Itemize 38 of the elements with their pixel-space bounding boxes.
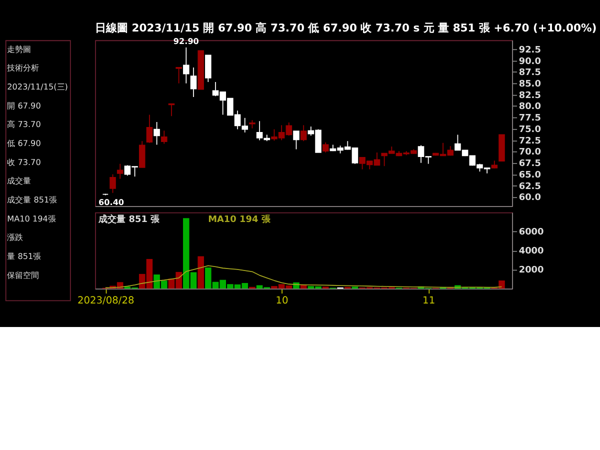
y-tick-label: 85.0: [518, 80, 541, 90]
y-tick-label: 60.0: [518, 193, 541, 204]
y-tick-label: 4000: [518, 246, 544, 257]
text: MA10 194 張: [208, 214, 272, 226]
y-tick-label: 65.0: [518, 170, 541, 180]
text: 技術分析: [6, 64, 40, 73]
text: 走勢圖: [7, 44, 32, 54]
y-tick-label: 67.5: [518, 159, 541, 170]
text: 漲跌: [7, 233, 24, 242]
y-tick-label: 72.5: [518, 136, 541, 146]
y-tick-label: 75.0: [518, 124, 541, 135]
y-tick-label: 77.5: [518, 114, 541, 124]
annotation: 成交量 851 張: [98, 214, 161, 226]
y-tick-label: 82.5: [518, 90, 541, 101]
x-tick-label: 11: [422, 295, 436, 306]
y-tick-label: 80.0: [518, 102, 541, 112]
y-tick-label: 70.0: [518, 148, 541, 158]
text: 量 851張: [7, 252, 42, 262]
text: 2023/11/15(三): [7, 82, 68, 92]
y-tick-label: 2000: [518, 266, 544, 276]
y-tick-label: 62.5: [518, 182, 541, 192]
y-tick-label: 90.0: [518, 56, 541, 67]
x-tick-label: 10: [276, 295, 288, 306]
text: 收 73.70: [7, 158, 41, 167]
y-tick-label: 92.5: [518, 45, 541, 56]
text: MA10 194張: [7, 214, 56, 224]
text: 成交量: [7, 176, 32, 186]
text: 低 67.90: [7, 139, 41, 148]
text: 保留空間: [7, 270, 40, 280]
text: 開 67.90: [7, 101, 41, 110]
chart-title: 日線圖 2023/11/15 開 67.90 高 73.70 低 67.90 收 73.70 s 元 量 851 張 +6.70 (+10.00%): [95, 21, 597, 34]
y-tick-label: 87.5: [518, 68, 541, 78]
text: 高 73.70: [7, 120, 41, 130]
x-tick-label: 2023/08/28: [77, 295, 134, 306]
annotation: 92.90: [173, 36, 200, 46]
text: 成交量 851張: [7, 196, 58, 205]
y-tick-label: 6000: [518, 228, 544, 238]
annotation: 60.40: [98, 198, 124, 208]
